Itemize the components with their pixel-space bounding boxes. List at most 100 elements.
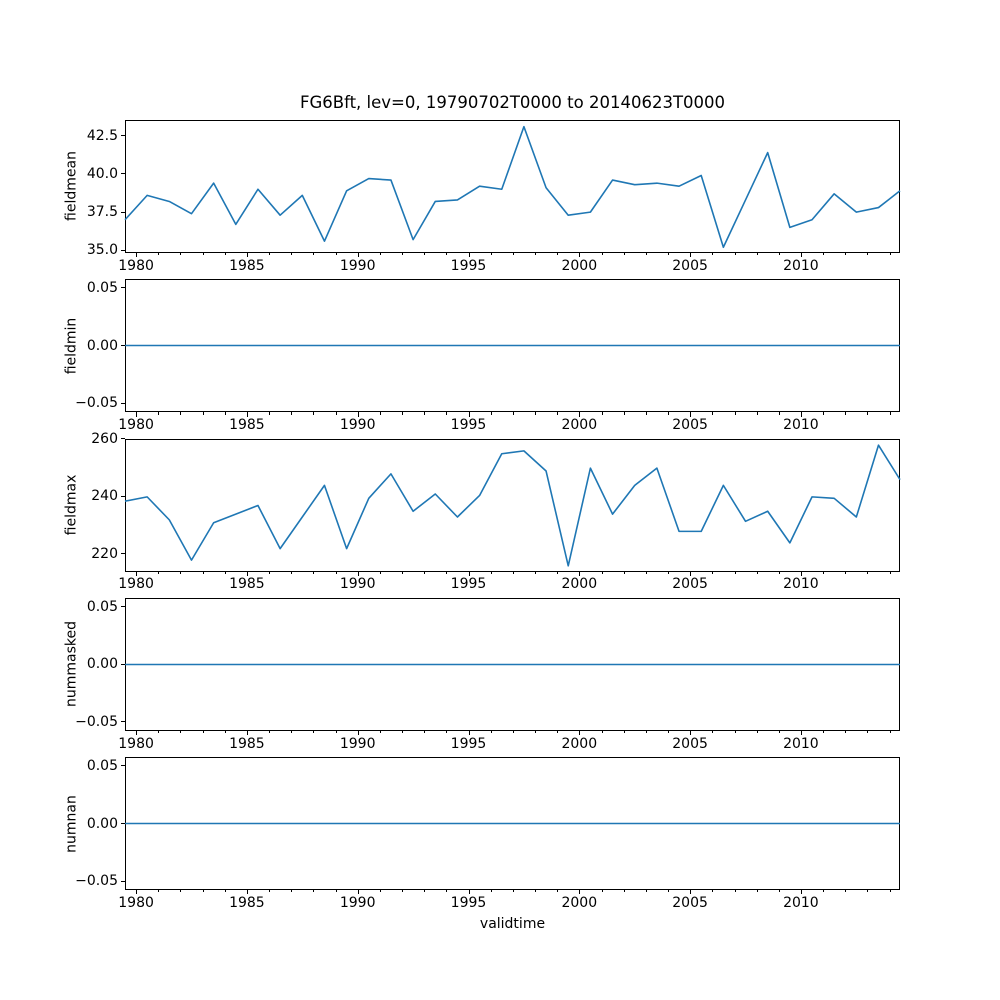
x-tick-label: 2000	[561, 894, 598, 911]
x-minor-tick	[712, 571, 714, 574]
x-minor-tick	[712, 252, 714, 256]
x-minor-tick	[269, 412, 271, 415]
figure-title: FG6Bft, lev=0, 19790702T0000 to 20140623…	[299, 93, 726, 112]
x-minor-tick	[202, 252, 204, 256]
x-minor-tick	[269, 571, 271, 574]
x-minor-tick	[845, 412, 847, 415]
x-tick-label: 1995	[450, 894, 487, 911]
x-minor-tick	[778, 252, 780, 256]
x-major-tick	[468, 571, 470, 576]
x-tick-label: 1985	[229, 735, 265, 752]
x-minor-tick	[512, 252, 514, 256]
fieldmax-line-series	[124, 443, 901, 567]
x-minor-tick	[557, 571, 559, 574]
y-tick	[121, 173, 125, 175]
x-minor-tick	[623, 571, 625, 574]
numnan-plot	[125, 757, 900, 891]
y-tick	[121, 345, 125, 347]
x-minor-tick	[668, 412, 669, 415]
x-minor-tick	[645, 571, 647, 574]
x-major-tick	[690, 252, 692, 258]
x-minor-tick	[313, 730, 315, 734]
x-tick-label: 2005	[672, 257, 708, 274]
x-minor-tick	[158, 412, 160, 415]
x-tick-label: 1980	[118, 417, 154, 434]
x-minor-tick	[202, 730, 204, 734]
x-minor-tick	[734, 412, 736, 415]
x-tick-label: 1980	[118, 257, 154, 274]
x-minor-tick	[778, 889, 780, 893]
x-minor-tick	[313, 889, 315, 893]
x-minor-tick	[202, 889, 204, 893]
x-minor-tick	[291, 412, 293, 415]
y-tick-label: −0.05	[75, 873, 118, 890]
x-minor-tick	[313, 252, 315, 256]
x-major-tick	[800, 571, 802, 576]
x-minor-tick	[601, 730, 603, 734]
x-tick-label: 2000	[561, 735, 598, 752]
x-minor-tick	[601, 571, 603, 574]
y-tick	[121, 823, 125, 825]
y-tick	[121, 402, 125, 404]
x-minor-tick	[734, 889, 736, 893]
x-minor-tick	[734, 252, 736, 256]
x-minor-tick	[512, 730, 514, 734]
y-tick-label: 0.00	[86, 337, 118, 354]
x-minor-tick	[845, 889, 847, 893]
x-tick-label: 2005	[672, 894, 708, 911]
x-major-tick	[357, 252, 359, 258]
x-tick-label: 1980	[118, 894, 154, 911]
x-major-tick	[579, 730, 581, 736]
x-major-tick	[690, 571, 692, 576]
x-minor-tick	[867, 412, 869, 415]
x-minor-tick	[446, 252, 448, 256]
x-tick-label: 2010	[783, 735, 819, 752]
x-minor-tick	[601, 412, 603, 415]
x-major-tick	[579, 571, 581, 576]
y-tick-label: −0.05	[75, 713, 118, 730]
x-major-tick	[246, 889, 248, 895]
x-minor-tick	[291, 889, 293, 893]
y-tick-label: 240	[91, 488, 118, 505]
x-major-tick	[468, 252, 470, 258]
x-minor-tick	[158, 252, 160, 256]
x-minor-tick	[158, 889, 160, 893]
x-major-tick	[136, 252, 138, 258]
x-minor-tick	[867, 571, 869, 574]
x-minor-tick	[845, 571, 847, 574]
x-tick-label: 2010	[783, 576, 819, 593]
x-minor-tick	[269, 889, 271, 893]
x-minor-tick	[823, 252, 825, 256]
x-major-tick	[136, 412, 138, 417]
x-tick-label: 1995	[450, 576, 487, 593]
x-tick-label: 1985	[229, 257, 265, 274]
x-minor-tick	[712, 889, 714, 893]
y-tick	[121, 765, 125, 767]
x-major-tick	[690, 889, 692, 895]
x-tick-label: 1990	[339, 576, 376, 593]
x-major-tick	[468, 889, 470, 895]
x-minor-tick	[335, 571, 337, 574]
x-tick-label: 2005	[672, 735, 708, 752]
x-major-tick	[246, 252, 248, 258]
y-tick-label: 40.0	[86, 165, 118, 182]
x-minor-tick	[645, 889, 647, 893]
x-minor-tick	[202, 412, 204, 415]
y-tick	[121, 721, 125, 723]
x-minor-tick	[823, 730, 825, 734]
x-minor-tick	[313, 571, 315, 574]
x-minor-tick	[712, 412, 714, 415]
x-minor-tick	[291, 730, 293, 734]
x-minor-tick	[778, 571, 780, 574]
x-major-tick	[468, 412, 470, 417]
x-minor-tick	[889, 252, 891, 256]
x-minor-tick	[490, 571, 492, 574]
fieldmin-plot	[125, 279, 900, 413]
nummasked-plot	[125, 597, 900, 731]
y-axis-label-nummasked: nummasked	[63, 621, 80, 708]
x-tick-label: 2000	[561, 417, 598, 434]
x-minor-tick	[180, 730, 182, 734]
x-minor-tick	[668, 571, 669, 574]
x-minor-tick	[645, 252, 647, 256]
